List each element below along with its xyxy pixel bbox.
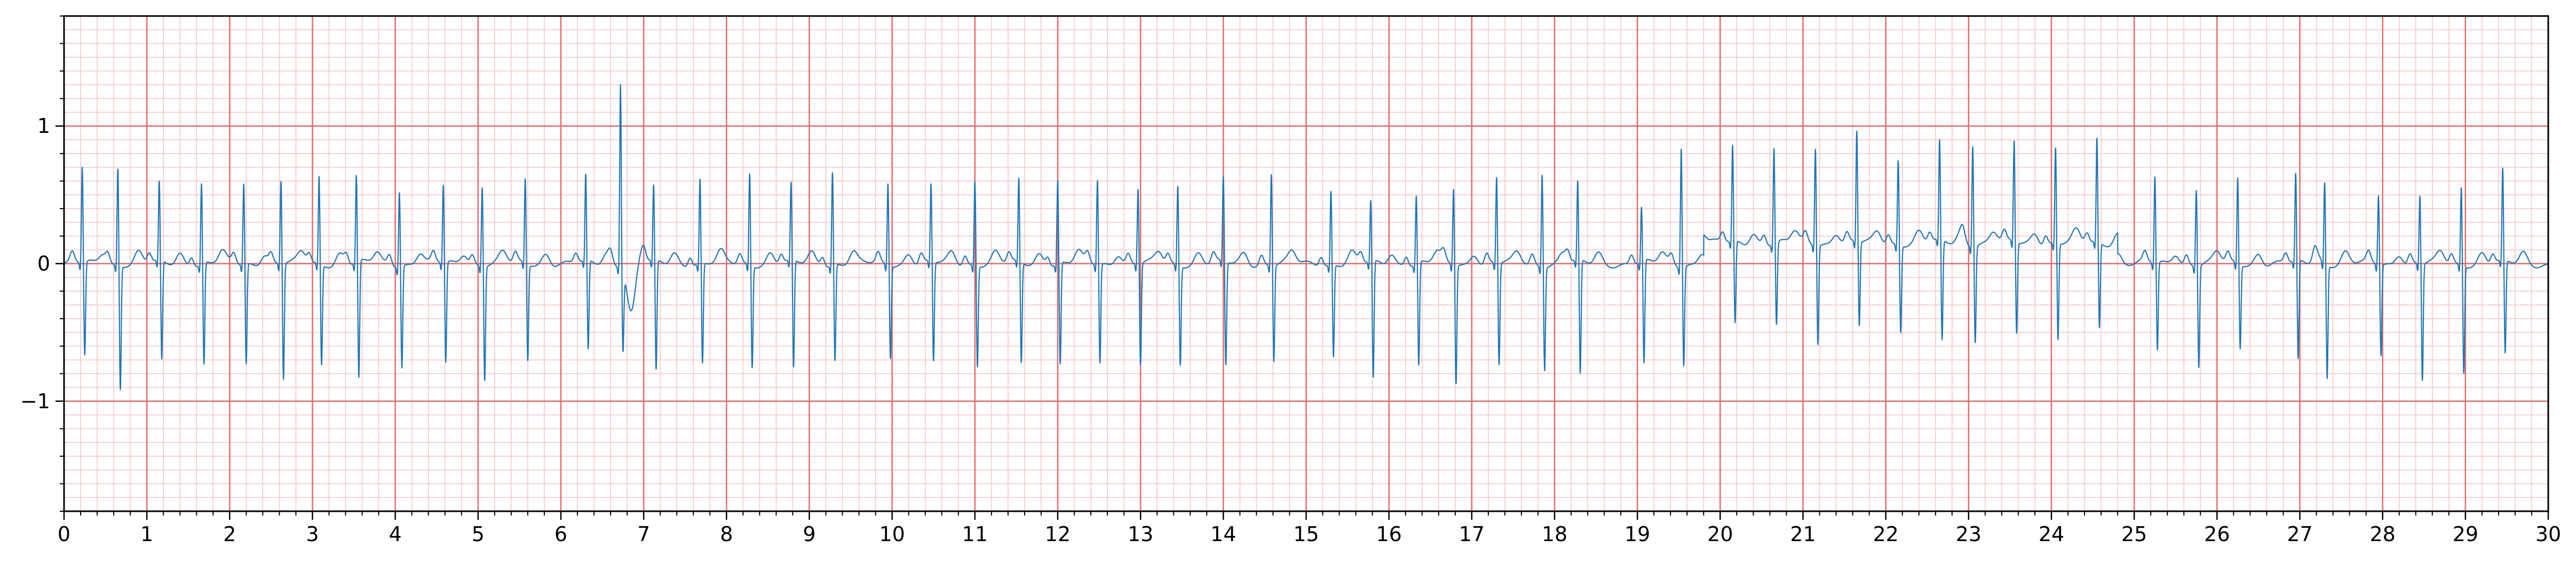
ecg-signal-line (64, 84, 2549, 391)
x-tick-label: 9 (803, 522, 815, 546)
y-tick-label: −1 (20, 390, 50, 413)
x-tick-label: 7 (637, 522, 650, 546)
x-tick-label: 14 (1210, 522, 1236, 546)
x-tick-label: 1 (140, 522, 153, 546)
ecg-trace-group (64, 84, 2549, 391)
major-grid (63, 16, 2549, 511)
x-tick-label: 0 (58, 522, 70, 546)
y-axis-ticks: −1 0 1 (20, 15, 64, 512)
x-tick-label: 21 (1790, 522, 1816, 546)
x-tick-label: 30 (2535, 522, 2561, 546)
x-tick-label: 5 (472, 522, 485, 546)
x-tick-label: 12 (1045, 522, 1071, 546)
x-tick-label: 19 (1624, 522, 1650, 546)
x-tick-label: 8 (720, 522, 733, 546)
x-tick-label: 17 (1459, 522, 1485, 546)
y-tick-label: 1 (37, 114, 50, 138)
x-tick-label: 29 (2453, 522, 2478, 546)
x-tick-label: 3 (306, 522, 319, 546)
x-tick-label: 27 (2287, 522, 2312, 546)
x-tick-label: 26 (2204, 522, 2230, 546)
x-tick-label: 20 (1707, 522, 1733, 546)
x-tick-label: 11 (962, 522, 988, 546)
x-tick-label: 10 (879, 522, 905, 546)
x-tick-label: 23 (1956, 522, 1981, 546)
x-tick-label: 28 (2369, 522, 2395, 546)
y-tick-label: 0 (37, 252, 50, 275)
x-tick-label: 22 (1873, 522, 1898, 546)
x-tick-label: 24 (2039, 522, 2064, 546)
x-tick-label: 13 (1128, 522, 1153, 546)
x-axis-ticks: 0 1 2 3 4 5 6 7 8 9 10 11 12 13 14 15 16 17 18 19 20 21 22 23 24… (58, 511, 2561, 546)
x-tick-label: 15 (1293, 522, 1319, 546)
x-tick-label: 6 (554, 522, 567, 546)
x-tick-label: 2 (223, 522, 236, 546)
x-tick-label: 18 (1542, 522, 1567, 546)
x-tick-label: 25 (2121, 522, 2147, 546)
x-tick-label: 16 (1376, 522, 1401, 546)
x-tick-label: 4 (389, 522, 402, 546)
